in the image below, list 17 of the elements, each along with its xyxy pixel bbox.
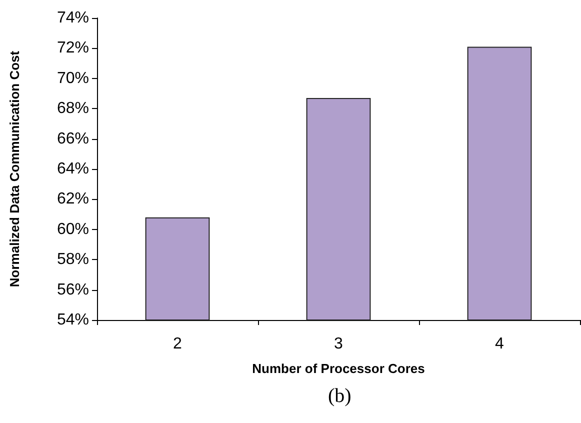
y-tick-label: 68% — [56, 100, 89, 118]
y-tick-label: 70% — [56, 70, 89, 87]
y-tick-label: 72% — [56, 40, 89, 57]
y-tick-label: 54% — [56, 312, 89, 328]
y-tick-label: 64% — [56, 160, 89, 178]
x-tick-label: 4 — [495, 336, 504, 352]
x-tick-label: 2 — [173, 336, 182, 352]
y-tick-label: 56% — [56, 281, 89, 298]
x-axis-title: Number of Processor Cores — [252, 361, 425, 376]
y-tick-label: 60% — [56, 220, 89, 238]
y-tick-label: 62% — [56, 190, 89, 208]
x-tick-label: 3 — [334, 336, 344, 352]
y-tick-label: 58% — [56, 251, 89, 268]
text: (b) — [328, 385, 352, 407]
y-tick-label: 74% — [56, 10, 89, 26]
y-tick-label: 66% — [56, 130, 89, 148]
y-axis-title: Normalized Data Communication Cost — [7, 50, 22, 288]
